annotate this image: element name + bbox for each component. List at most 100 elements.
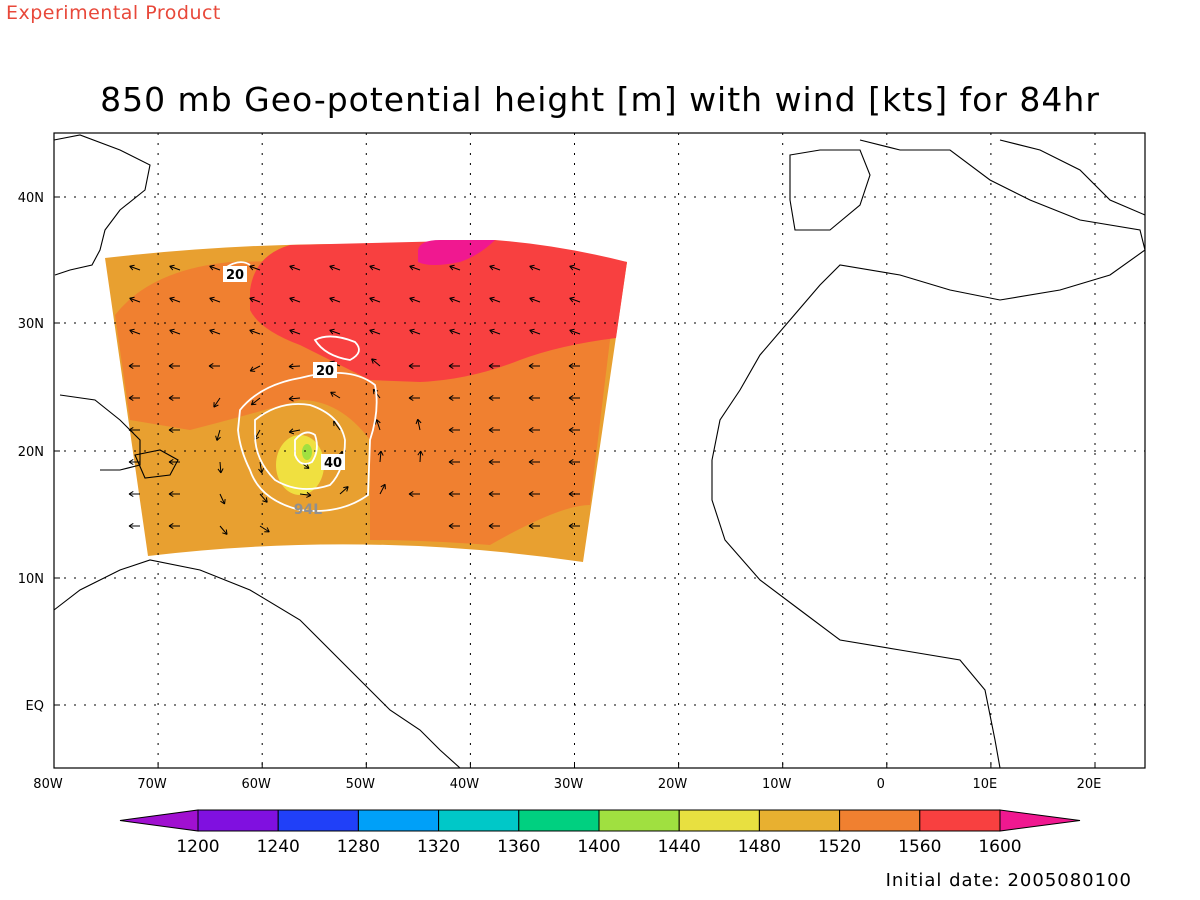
wind-arrow — [299, 491, 312, 498]
wind-arrow — [448, 362, 460, 370]
colorbar-swatch — [197, 809, 279, 832]
field-core — [276, 435, 324, 495]
wind-arrow — [409, 296, 421, 303]
wind-arrow — [128, 426, 140, 434]
wind-arrow — [408, 490, 420, 498]
wind-arrow — [208, 362, 220, 370]
colorbar-swatch — [678, 809, 760, 832]
wind-arrow — [449, 264, 461, 271]
wind-arrow — [339, 486, 349, 495]
wind-arrow — [128, 362, 140, 370]
africa-coast — [711, 139, 1146, 769]
wind-arrow — [448, 426, 460, 434]
wind-arrow — [568, 394, 580, 402]
colorbar-swatch — [357, 809, 440, 832]
wind-arrow — [568, 490, 580, 498]
lon-label: 60W — [241, 777, 271, 792]
wind-arrow — [528, 490, 540, 498]
wind-arrow — [528, 362, 540, 370]
colorbar-value: 1280 — [337, 837, 380, 857]
wind-arrow — [569, 264, 581, 271]
wind-arrow — [169, 296, 181, 303]
initial-date: Initial date: 2005080100 — [885, 870, 1132, 891]
grid-lines — [54, 133, 1145, 768]
colorbar-swatch — [758, 809, 841, 832]
wind-arrow — [217, 461, 224, 474]
wind-arrow — [288, 395, 301, 402]
wind-arrow — [215, 429, 221, 441]
wind-arrow — [568, 458, 580, 466]
wind-arrow — [448, 522, 460, 530]
wind-arrow — [377, 450, 384, 463]
colorbar-value: 1520 — [818, 837, 861, 857]
wind-arrow — [488, 394, 500, 402]
wind-arrow — [168, 490, 180, 498]
wind-arrow — [249, 328, 261, 335]
wind-arrow — [213, 397, 221, 408]
wind-arrow — [529, 296, 541, 303]
north-america-coast — [53, 134, 151, 276]
lon-label: 0 — [877, 777, 885, 792]
caribbean-coast — [59, 394, 141, 471]
lat-label: 10N — [18, 572, 44, 587]
wind-arrow — [128, 490, 140, 498]
wind-arrow — [569, 296, 581, 303]
lat-label: 40N — [18, 191, 44, 206]
wind-arrow — [528, 522, 540, 530]
wind-arrow — [448, 394, 460, 402]
wind-arrow — [288, 363, 301, 370]
wind-arrow — [168, 362, 180, 370]
lon-label: 10E — [973, 777, 998, 792]
wind-arrow — [259, 493, 268, 503]
wind-arrow — [288, 428, 301, 435]
wind-arrow — [568, 426, 580, 434]
colorbar-value: 1560 — [898, 837, 941, 857]
wind-arrow — [209, 328, 221, 335]
wind-arrow — [329, 296, 341, 303]
wind-arrow — [449, 328, 461, 335]
lat-label: EQ — [26, 699, 44, 714]
lon-label: 50W — [346, 777, 376, 792]
colorbar — [119, 809, 1081, 832]
wind-arrow — [249, 296, 261, 303]
wind-arrow — [168, 426, 180, 434]
wind-arrow — [408, 394, 420, 402]
wind-arrow — [169, 328, 181, 335]
wind-arrow — [249, 264, 261, 271]
wind-arrow — [329, 264, 341, 271]
wind-arrow — [330, 391, 341, 399]
experimental-product-label: Experimental Product — [6, 2, 221, 24]
colorbar-value: 1400 — [577, 837, 620, 857]
wind-arrow — [128, 458, 140, 466]
field-high — [250, 240, 627, 382]
coastlines — [53, 134, 1146, 769]
lat-label: 30N — [18, 317, 44, 332]
lon-label: 20W — [658, 777, 688, 792]
wind-arrow — [371, 358, 381, 367]
wind-arrow — [129, 296, 141, 303]
wind-arrow — [128, 522, 140, 530]
colorbar-value: 1440 — [658, 837, 701, 857]
wind-arrow — [569, 328, 581, 335]
wind-arrow — [568, 362, 580, 370]
wind-arrow — [448, 458, 460, 466]
latitude-labels: 40N 30N 20N 10N EQ — [18, 191, 60, 714]
wind-arrow — [529, 264, 541, 271]
wind-arrow — [209, 264, 221, 271]
longitude-labels: 80W 70W 60W 50W 40W 30W 20W 10W 0 10E 20E — [33, 762, 1101, 792]
wind-arrow — [417, 450, 424, 463]
lon-label: 40W — [450, 777, 480, 792]
colorbar-value: 1360 — [497, 837, 540, 857]
lon-label: 80W — [33, 777, 63, 792]
lon-label: 70W — [137, 777, 167, 792]
colorbar-swatch — [277, 809, 359, 832]
wind-arrow — [289, 264, 301, 271]
field-center — [302, 444, 312, 460]
wind-arrow — [379, 483, 386, 495]
wind-arrow — [449, 296, 461, 303]
wind-arrow — [488, 522, 500, 530]
wind-arrow — [129, 264, 141, 271]
wind-arrow — [408, 362, 420, 370]
contour-label-mid: 20 — [316, 364, 334, 379]
wind-arrow — [528, 394, 540, 402]
